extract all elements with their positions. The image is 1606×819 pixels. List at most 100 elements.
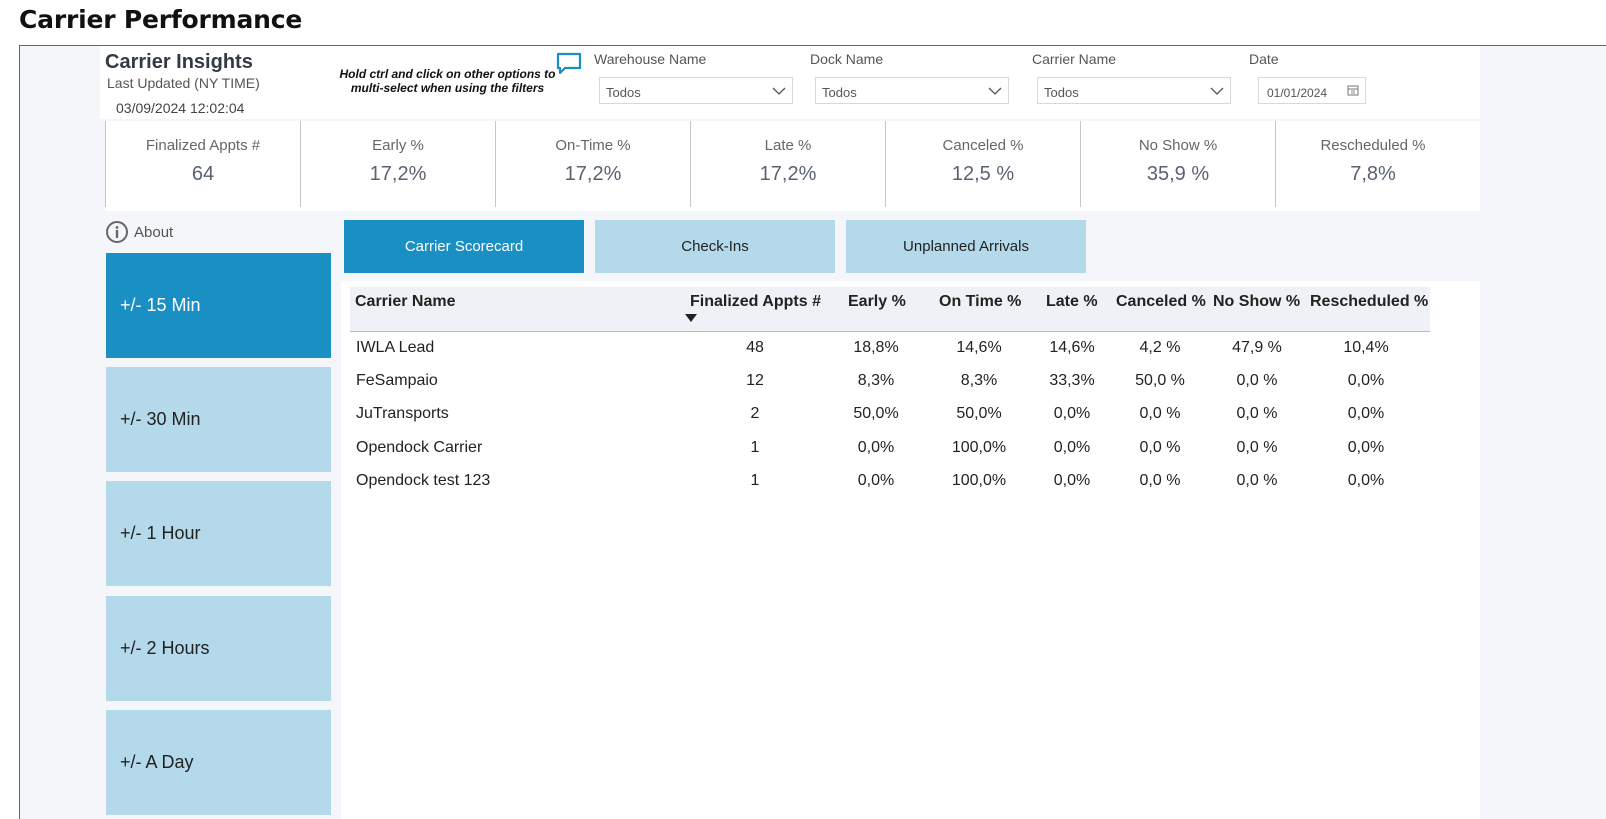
table-cell: 4,2 % (1139, 339, 1181, 356)
warehouse-filter-dropdown[interactable]: Todos (599, 77, 793, 104)
warehouse-filter-value: Todos (606, 85, 641, 100)
kpi-card-canceled: Canceled % 12,5 % (885, 121, 1080, 207)
table-cell: 1 (750, 439, 760, 456)
table-cell: 0,0% (1347, 472, 1385, 489)
column-header-canceled[interactable]: Canceled % (1116, 293, 1206, 310)
kpi-row: Finalized Appts # 64 Early % 17,2% On-Ti… (105, 121, 1480, 211)
carrier-filter-dropdown[interactable]: Todos (1037, 77, 1231, 104)
table-cell: 1 (750, 472, 760, 489)
table-cell: 0,0% (1053, 472, 1091, 489)
chevron-down-icon (1210, 87, 1224, 95)
carrier-filter-label: Carrier Name (1032, 51, 1117, 67)
table-cell: 0,0 % (1236, 372, 1278, 389)
column-header-finalized-appts[interactable]: Finalized Appts # (690, 293, 821, 310)
warehouse-filter-label: Warehouse Name (594, 51, 707, 67)
kpi-card-late: Late % 17,2% (690, 121, 885, 207)
table-cell: 0,0 % (1236, 472, 1278, 489)
table-cell: 0,0% (1053, 439, 1091, 456)
table-cell: 18,8% (853, 339, 899, 356)
table-cell: 48 (746, 339, 764, 356)
chevron-down-icon (988, 87, 1002, 95)
kpi-value: 35,9 % (1146, 163, 1210, 185)
carrier-filter-value: Todos (1044, 85, 1079, 100)
time-window-label: +/- 1 Hour (120, 523, 201, 543)
carrier-name-cell: JuTransports (356, 405, 449, 422)
table-cell: 8,3% (960, 372, 998, 389)
tab-label: Unplanned Arrivals (903, 238, 1029, 255)
sort-descending-icon[interactable] (685, 314, 697, 322)
kpi-card-on-time: On-Time % 17,2% (495, 121, 690, 207)
column-header-no-show[interactable]: No Show % (1213, 293, 1301, 310)
carrier-name-cell: Opendock Carrier (356, 439, 483, 456)
kpi-label: Finalized Appts # (145, 137, 261, 154)
multi-select-hint: Hold ctrl and click on other options to … (339, 67, 556, 95)
date-filter-label: Date (1249, 51, 1279, 67)
kpi-card-no-show: No Show % 35,9 % (1080, 121, 1275, 207)
tab-carrier-scorecard[interactable]: Carrier Scorecard (344, 220, 584, 273)
table-cell: 47,9 % (1232, 339, 1282, 356)
time-window-30-min[interactable]: +/- 30 Min (106, 367, 331, 472)
tab-unplanned-arrivals[interactable]: Unplanned Arrivals (846, 220, 1086, 273)
table-cell: 0,0 % (1236, 405, 1278, 422)
tab-check-ins[interactable]: Check-Ins (595, 220, 835, 273)
carrier-name-cell: IWLA Lead (356, 339, 435, 356)
about-button[interactable]: About (105, 220, 173, 244)
last-updated-value: 03/09/2024 12:02:04 (116, 100, 245, 116)
date-filter-input[interactable]: 01/01/2024 (1258, 77, 1366, 104)
tab-label: Check-Ins (681, 238, 749, 255)
kpi-value: 17,2% (564, 163, 622, 185)
table-cell: 33,3% (1049, 372, 1095, 389)
kpi-label: Canceled % (942, 137, 1024, 154)
dock-filter-value: Todos (822, 85, 857, 100)
date-filter-value: 01/01/2024 (1267, 86, 1328, 100)
time-window-15-min[interactable]: +/- 15 Min (106, 253, 331, 358)
carrier-name-cell: Opendock test 123 (356, 472, 491, 489)
column-header-early[interactable]: Early % (848, 293, 906, 310)
column-header-late[interactable]: Late % (1046, 293, 1098, 310)
time-window-1-hour[interactable]: +/- 1 Hour (106, 481, 331, 586)
table-cell: 100,0% (951, 439, 1007, 456)
kpi-label: Early % (372, 137, 424, 154)
time-window-label: +/- A Day (120, 752, 194, 772)
table-cell: 0,0% (1053, 405, 1091, 422)
dock-filter-dropdown[interactable]: Todos (815, 77, 1009, 104)
time-window-label: +/- 15 Min (120, 295, 201, 315)
column-header-carrier-name[interactable]: Carrier Name (355, 293, 456, 310)
insights-title: Carrier Insights (105, 51, 253, 73)
table-cell: 8,3% (857, 372, 895, 389)
kpi-value: 7,8% (1350, 163, 1396, 185)
table-cell: 0,0% (1347, 439, 1385, 456)
table-cell: 0,0 % (1139, 439, 1181, 456)
table-cell: 2 (750, 405, 760, 422)
tab-label: Carrier Scorecard (404, 238, 524, 255)
kpi-label: Late % (764, 137, 812, 154)
time-window-a-day[interactable]: +/- A Day (106, 710, 331, 815)
chat-bubble-icon (556, 52, 582, 75)
kpi-card-rescheduled: Rescheduled % 7,8% (1275, 121, 1470, 207)
table-cell: 0,0 % (1139, 405, 1181, 422)
kpi-label: Rescheduled % (1320, 137, 1426, 154)
table-cell: 14,6% (956, 339, 1002, 356)
carrier-name-cell: FeSampaio (356, 372, 438, 389)
column-header-rescheduled[interactable]: Rescheduled % (1310, 293, 1429, 310)
table-cell: 12 (746, 372, 764, 389)
kpi-card-early: Early % 17,2% (300, 121, 495, 207)
about-label: About (134, 223, 174, 241)
time-window-2-hours[interactable]: +/- 2 Hours (106, 596, 331, 701)
table-cell: 50,0 % (1135, 372, 1185, 389)
column-header-on-time[interactable]: On Time % (939, 293, 1022, 310)
table-cell: 50,0% (956, 405, 1002, 422)
table-cell: 100,0% (951, 472, 1007, 489)
chevron-down-icon (772, 87, 786, 95)
kpi-label: No Show % (1138, 137, 1218, 154)
table-header (350, 287, 1430, 332)
kpi-value: 12,5 % (951, 163, 1015, 185)
dock-filter-label: Dock Name (810, 51, 884, 67)
table-cell: 0,0% (1347, 405, 1385, 422)
table-cell: 0,0 % (1139, 472, 1181, 489)
carrier-scorecard-table (341, 281, 1480, 819)
calendar-icon[interactable] (1347, 84, 1359, 96)
table-cell: 0,0% (1347, 372, 1385, 389)
page-title: Carrier Performance (19, 5, 303, 34)
table-cell: 14,6% (1049, 339, 1095, 356)
